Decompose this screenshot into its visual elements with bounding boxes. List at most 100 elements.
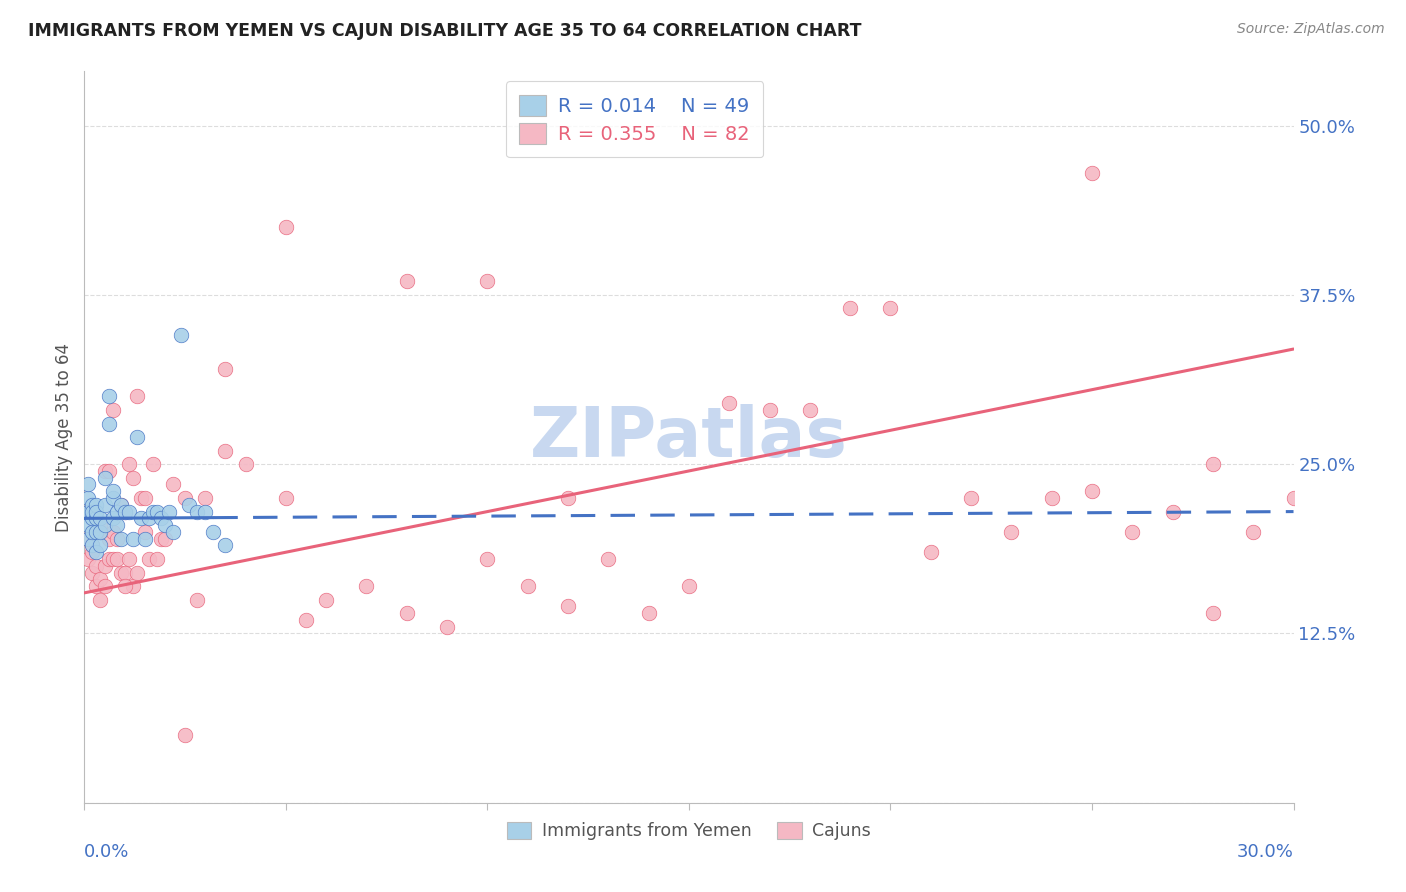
Point [82, 505, 104, 519]
Point [174, 728, 197, 742]
Point [121, 579, 143, 593]
Point [101, 552, 124, 566]
Point [77, 532, 100, 546]
Point [114, 579, 136, 593]
Point [134, 491, 156, 505]
Point [1241, 524, 1264, 539]
Point [86, 505, 108, 519]
Point [235, 457, 257, 471]
Point [138, 511, 160, 525]
Point [194, 505, 217, 519]
Point [97, 464, 120, 478]
Point [110, 532, 132, 546]
Point [101, 491, 124, 505]
Point [718, 396, 741, 410]
Point [879, 301, 901, 316]
Point [1161, 505, 1184, 519]
Point [105, 518, 128, 533]
Point [356, 579, 378, 593]
Point [101, 524, 124, 539]
Point [129, 511, 152, 525]
Point [142, 457, 165, 471]
Point [315, 592, 337, 607]
Point [125, 389, 148, 403]
Point [138, 552, 160, 566]
Point [162, 524, 184, 539]
Point [110, 498, 132, 512]
Point [93, 558, 115, 573]
Point [142, 505, 165, 519]
Point [97, 532, 120, 546]
Point [477, 552, 499, 566]
Point [110, 498, 132, 512]
Point [118, 505, 141, 519]
Point [839, 301, 862, 316]
Point [134, 524, 156, 539]
Y-axis label: Disability Age 35 to 64: Disability Age 35 to 64 [55, 343, 73, 532]
Point [214, 538, 236, 552]
Point [146, 552, 169, 566]
Point [153, 518, 176, 533]
Point [101, 403, 124, 417]
Point [97, 389, 120, 403]
Point [86, 511, 108, 525]
Point [82, 524, 104, 539]
Point [89, 524, 111, 539]
Point [105, 532, 128, 546]
Point [114, 505, 136, 519]
Point [89, 592, 111, 607]
Point [93, 471, 115, 485]
Point [1202, 606, 1225, 620]
Point [960, 491, 983, 505]
Point [101, 484, 124, 499]
Point [202, 524, 225, 539]
Legend: Immigrants from Yemen, Cajuns: Immigrants from Yemen, Cajuns [498, 813, 880, 849]
Point [557, 599, 579, 614]
Text: 30.0%: 30.0% [1237, 843, 1294, 861]
Text: ZIPatlas: ZIPatlas [530, 403, 848, 471]
Point [186, 505, 208, 519]
Point [194, 491, 217, 505]
Point [97, 552, 120, 566]
Point [89, 511, 111, 525]
Point [477, 274, 499, 288]
Point [557, 491, 579, 505]
Point [1121, 524, 1143, 539]
Point [77, 505, 100, 519]
Point [89, 518, 111, 533]
Point [920, 545, 942, 559]
Point [114, 505, 136, 519]
Point [436, 620, 458, 634]
Point [274, 220, 297, 235]
Point [149, 532, 172, 546]
Point [179, 498, 201, 512]
Point [1081, 166, 1104, 180]
Point [93, 518, 115, 533]
Point [89, 572, 111, 586]
Point [77, 491, 100, 505]
Point [118, 552, 141, 566]
Point [89, 538, 111, 552]
Point [134, 532, 156, 546]
Point [82, 511, 104, 525]
Point [110, 566, 132, 580]
Point [105, 552, 128, 566]
Text: Source: ZipAtlas.com: Source: ZipAtlas.com [1237, 22, 1385, 37]
Point [153, 532, 176, 546]
Point [101, 511, 124, 525]
Point [162, 477, 184, 491]
Point [214, 443, 236, 458]
Point [121, 471, 143, 485]
Text: 0.0%: 0.0% [84, 843, 129, 861]
Point [82, 538, 104, 552]
Point [1000, 524, 1022, 539]
Point [274, 491, 297, 505]
Point [146, 505, 169, 519]
Point [105, 505, 128, 519]
Point [86, 498, 108, 512]
Point [157, 505, 180, 519]
Point [295, 613, 318, 627]
Point [93, 498, 115, 512]
Point [86, 558, 108, 573]
Point [395, 274, 418, 288]
